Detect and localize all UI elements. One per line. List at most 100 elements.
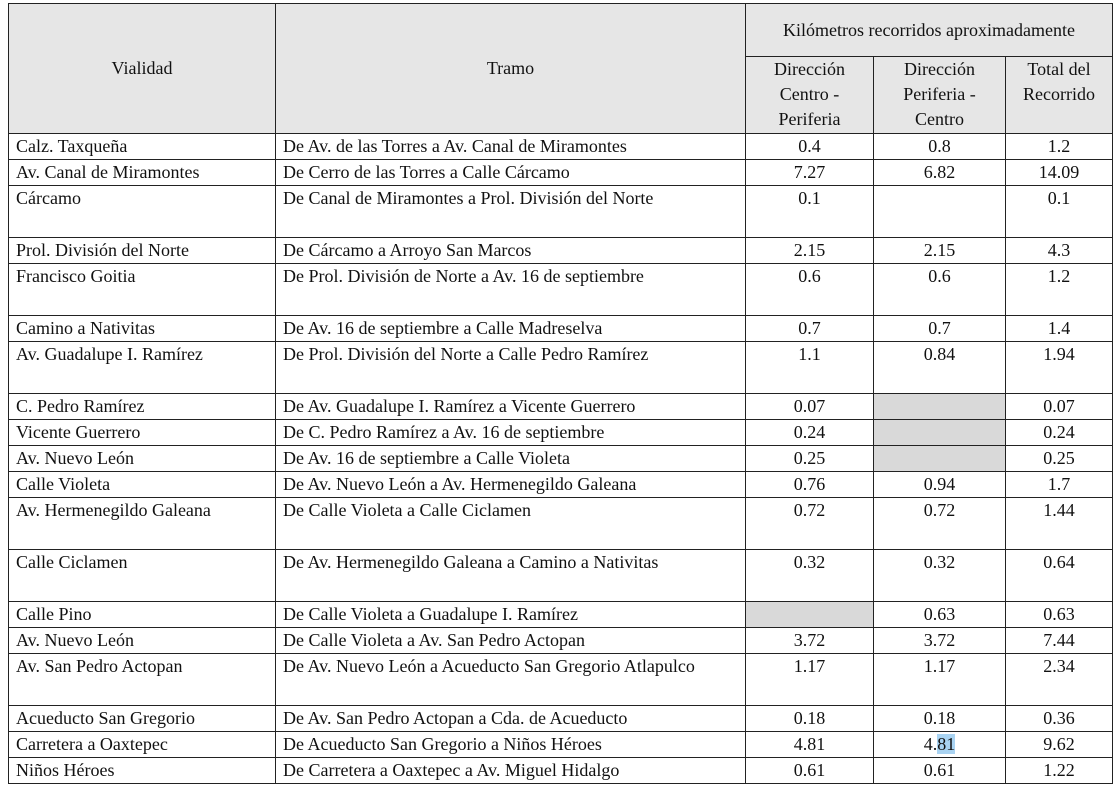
cell-tramo: De Carretera a Oaxtepec a Av. Miguel Hid… bbox=[275, 757, 746, 784]
cell-centro-periferia: 3.72 bbox=[745, 627, 874, 654]
table-row: C. Pedro Ramírez De Av. Guadalupe I. Ramí… bbox=[8, 393, 1113, 420]
cell-periferia-centro: 0.61 bbox=[873, 757, 1006, 784]
cell-centro-periferia: 0.25 bbox=[745, 445, 874, 472]
header-centro-periferia: Dirección Centro - Periferia bbox=[745, 56, 874, 134]
cell-periferia-centro bbox=[873, 393, 1006, 420]
cell-tramo: De Calle Violeta a Guadalupe I. Ramírez bbox=[275, 601, 746, 628]
cell-tramo: De Canal de Miramontes a Prol. División … bbox=[275, 185, 746, 238]
cell-periferia-centro bbox=[873, 445, 1006, 472]
cell-total: 1.2 bbox=[1005, 263, 1113, 316]
cell-periferia-centro: 0.18 bbox=[873, 705, 1006, 732]
cell-total: 0.24 bbox=[1005, 419, 1113, 446]
table-row: Cárcamo De Canal de Miramontes a Prol. Di… bbox=[8, 185, 1113, 238]
cell-vialidad: Francisco Goitia bbox=[8, 263, 276, 316]
table-row: Av. Nuevo León De Av. 16 de septiembre a … bbox=[8, 445, 1113, 472]
cell-total: 1.22 bbox=[1005, 757, 1113, 784]
cell-total: 4.3 bbox=[1005, 237, 1113, 264]
table-row: Camino a Nativitas De Av. 16 de septiembr… bbox=[8, 315, 1113, 342]
cell-tramo: De Av. Nuevo León a Acueducto San Gregor… bbox=[275, 653, 746, 706]
cell-tramo: De Calle Violeta a Calle Ciclamen bbox=[275, 497, 746, 550]
cell-vialidad: Prol. División del Norte bbox=[8, 237, 276, 264]
cell-vialidad: Av. Hermenegildo Galeana bbox=[8, 497, 276, 550]
table-row: Vicente Guerrero De C. Pedro Ramírez a Av… bbox=[8, 419, 1113, 446]
cell-periferia-centro: 0.63 bbox=[873, 601, 1006, 628]
table-row: Calz. Taxqueña De Av. de las Torres a Av.… bbox=[8, 133, 1113, 160]
cell-centro-periferia: 7.27 bbox=[745, 159, 874, 186]
table-row: Av. Hermenegildo Galeana De Calle Violeta… bbox=[8, 497, 1113, 550]
cell-periferia-centro: 0.8 bbox=[873, 133, 1006, 160]
cell-tramo: De C. Pedro Ramírez a Av. 16 de septiemb… bbox=[275, 419, 746, 446]
cell-total: 1.7 bbox=[1005, 471, 1113, 498]
table-row: Prol. División del Norte De Cárcamo a Arr… bbox=[8, 237, 1113, 264]
cell-periferia-centro: 6.82 bbox=[873, 159, 1006, 186]
header-vialidad: Vialidad bbox=[8, 3, 276, 134]
cell-vialidad: Av. Guadalupe I. Ramírez bbox=[8, 341, 276, 394]
cell-periferia-centro: 2.15 bbox=[873, 237, 1006, 264]
distance-table: Vialidad Tramo Kilómetros recorridos apr… bbox=[8, 3, 1113, 784]
table-row: Acueducto San Gregorio De Av. San Pedro A… bbox=[8, 705, 1113, 732]
cell-periferia-centro bbox=[873, 185, 1006, 238]
cell-tramo: De Cárcamo a Arroyo San Marcos bbox=[275, 237, 746, 264]
cell-vialidad: Calle Violeta bbox=[8, 471, 276, 498]
cell-total: 0.1 bbox=[1005, 185, 1113, 238]
cell-vialidad: Calz. Taxqueña bbox=[8, 133, 276, 160]
cell-centro-periferia: 1.1 bbox=[745, 341, 874, 394]
cell-total: 9.62 bbox=[1005, 731, 1113, 758]
cell-periferia-centro: 0.94 bbox=[873, 471, 1006, 498]
cell-centro-periferia: 0.72 bbox=[745, 497, 874, 550]
cell-vialidad: Av. Canal de Miramontes bbox=[8, 159, 276, 186]
cell-centro-periferia: 0.07 bbox=[745, 393, 874, 420]
cell-periferia-centro: 0.32 bbox=[873, 549, 1006, 602]
cell-total: 0.63 bbox=[1005, 601, 1113, 628]
cell-centro-periferia: 0.76 bbox=[745, 471, 874, 498]
table-row: Av. Canal de Miramontes De Cerro de las T… bbox=[8, 159, 1113, 186]
table-row: Av. Nuevo León De Calle Violeta a Av. San… bbox=[8, 627, 1113, 654]
cell-centro-periferia: 0.32 bbox=[745, 549, 874, 602]
cell-vialidad: Calle Pino bbox=[8, 601, 276, 628]
cell-total: 0.25 bbox=[1005, 445, 1113, 472]
table-row: Calle Violeta De Av. Nuevo León a Av. Her… bbox=[8, 471, 1113, 498]
cell-total: 1.44 bbox=[1005, 497, 1113, 550]
cell-centro-periferia: 2.15 bbox=[745, 237, 874, 264]
cell-tramo: De Calle Violeta a Av. San Pedro Actopan bbox=[275, 627, 746, 654]
cell-tramo: De Av. de las Torres a Av. Canal de Mira… bbox=[275, 133, 746, 160]
cell-periferia-centro: 3.72 bbox=[873, 627, 1006, 654]
cell-centro-periferia: 0.6 bbox=[745, 263, 874, 316]
header-kilometros: Kilómetros recorridos aproximadamente bbox=[745, 3, 1113, 57]
cell-tramo: De Av. Guadalupe I. Ramírez a Vicente Gu… bbox=[275, 393, 746, 420]
cell-periferia-centro: 0.7 bbox=[873, 315, 1006, 342]
cell-vialidad: Calle Ciclamen bbox=[8, 549, 276, 602]
cell-vialidad: C. Pedro Ramírez bbox=[8, 393, 276, 420]
cell-periferia-centro: 1.17 bbox=[873, 653, 1006, 706]
header-periferia-centro: Dirección Periferia - Centro bbox=[873, 56, 1006, 134]
cell-vialidad: Av. Nuevo León bbox=[8, 445, 276, 472]
cell-vialidad: Niños Héroes bbox=[8, 757, 276, 784]
cell-total: 2.34 bbox=[1005, 653, 1113, 706]
cell-periferia-centro bbox=[873, 419, 1006, 446]
cell-total: 14.09 bbox=[1005, 159, 1113, 186]
cell-tramo: De Av. 16 de septiembre a Calle Madresel… bbox=[275, 315, 746, 342]
cell-vialidad: Cárcamo bbox=[8, 185, 276, 238]
cell-tramo: De Av. 16 de septiembre a Calle Violeta bbox=[275, 445, 746, 472]
cell-total: 7.44 bbox=[1005, 627, 1113, 654]
cell-total: 0.64 bbox=[1005, 549, 1113, 602]
cell-vialidad: Carretera a Oaxtepec bbox=[8, 731, 276, 758]
cell-tramo: De Prol. División de Norte a Av. 16 de s… bbox=[275, 263, 746, 316]
cell-tramo: De Av. Hermenegildo Galeana a Camino a N… bbox=[275, 549, 746, 602]
table-row: Calle Ciclamen De Av. Hermenegildo Galean… bbox=[8, 549, 1113, 602]
cell-periferia-centro: 0.6 bbox=[873, 263, 1006, 316]
table-row: Av. San Pedro Actopan De Av. Nuevo León a… bbox=[8, 653, 1113, 706]
cell-tramo: De Cerro de las Torres a Calle Cárcamo bbox=[275, 159, 746, 186]
cell-centro-periferia: 4.81 bbox=[745, 731, 874, 758]
cell-total: 1.4 bbox=[1005, 315, 1113, 342]
cell-vialidad: Acueducto San Gregorio bbox=[8, 705, 276, 732]
table-row: Niños Héroes De Carretera a Oaxtepec a Av… bbox=[8, 757, 1113, 784]
cell-centro-periferia: 0.7 bbox=[745, 315, 874, 342]
cell-periferia-centro: 0.84 bbox=[873, 341, 1006, 394]
cell-vialidad: Av. Nuevo León bbox=[8, 627, 276, 654]
cell-periferia-centro: 0.72 bbox=[873, 497, 1006, 550]
cell-total: 0.36 bbox=[1005, 705, 1113, 732]
header-total: Total del Recorrido bbox=[1005, 56, 1113, 134]
cell-tramo: De Acueducto San Gregorio a Niños Héroes bbox=[275, 731, 746, 758]
cell-tramo: De Av. San Pedro Actopan a Cda. de Acued… bbox=[275, 705, 746, 732]
